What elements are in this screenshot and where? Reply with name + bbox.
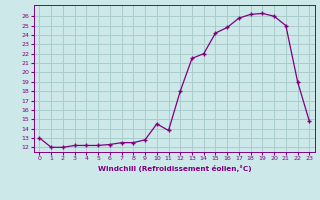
X-axis label: Windchill (Refroidissement éolien,°C): Windchill (Refroidissement éolien,°C) xyxy=(98,165,251,172)
